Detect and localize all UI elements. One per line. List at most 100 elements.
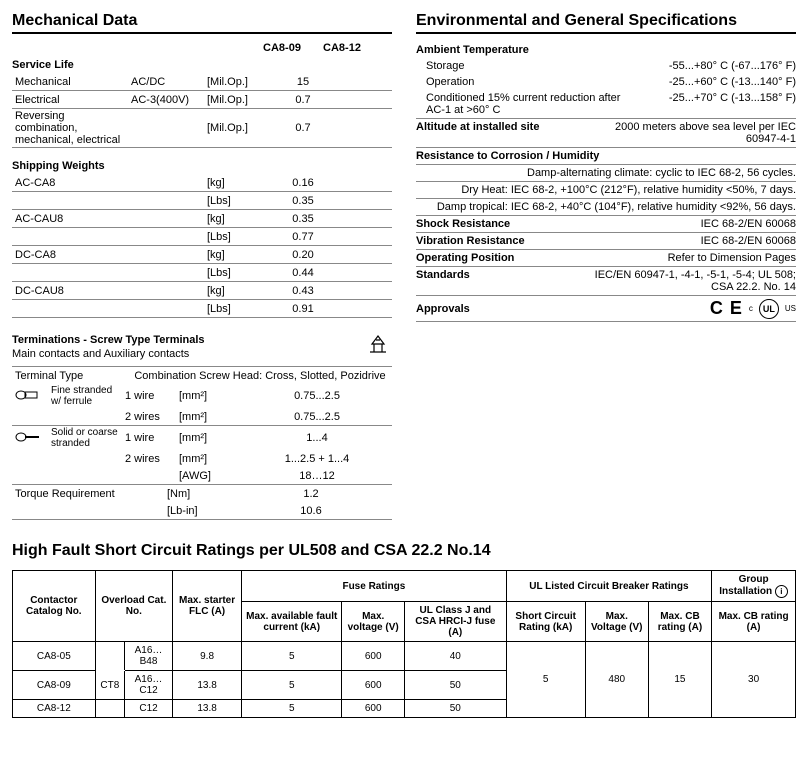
approvals-label: Approvals xyxy=(416,303,586,315)
ship-unit: [kg] xyxy=(204,285,270,297)
sl-label: Electrical xyxy=(12,94,128,106)
ship-unit: [Lbs] xyxy=(204,267,270,279)
sl-unit: [Mil.Op.] xyxy=(204,76,270,88)
torque-unit: [Nm] xyxy=(164,488,230,500)
ratings-title: High Fault Short Circuit Ratings per UL5… xyxy=(12,542,796,562)
amb-val: -55...+80° C (-67...176° F) xyxy=(626,60,796,72)
ambient-title: Ambient Temperature xyxy=(416,42,796,58)
ship-val: 0.35 xyxy=(270,213,336,225)
col-ca809: CA8-09 xyxy=(252,42,312,54)
env-label: Shock Resistance xyxy=(416,218,586,230)
ship-val: 0.91 xyxy=(270,303,336,315)
term-unit: [AWG] xyxy=(176,470,242,482)
torque-unit: [Lb-in] xyxy=(164,505,230,517)
ul-c-sub: c xyxy=(749,304,753,313)
r-fuse: 40 xyxy=(404,642,506,671)
term-sub: 1 wire xyxy=(122,390,176,402)
amb-val: -25...+70° C (-13...158° F) xyxy=(626,92,796,116)
r-fuse: 50 xyxy=(404,700,506,718)
ship-unit: [Lbs] xyxy=(204,195,270,207)
ship-val: 0.35 xyxy=(270,195,336,207)
sl-val: 0.7 xyxy=(270,94,336,106)
r-contactor: CA8-12 xyxy=(13,700,96,718)
cb-gcbr: 30 xyxy=(712,642,796,718)
environmental-title: Environmental and General Specifications xyxy=(416,12,796,34)
sl-label: Mechanical xyxy=(12,76,128,88)
sl-unit: [Mil.Op.] xyxy=(204,94,270,106)
cb-cbr: 15 xyxy=(648,642,711,718)
ship-unit: [kg] xyxy=(204,249,270,261)
r-fault: 5 xyxy=(242,671,342,700)
r-fuse: 50 xyxy=(404,671,506,700)
screw-terminal-icon xyxy=(364,332,392,359)
terminations-subtitle: Main contacts and Auxiliary contacts xyxy=(12,348,364,360)
term-unit: [mm²] xyxy=(176,432,242,444)
col-gcbr: Max. CB rating (A) xyxy=(712,602,796,642)
col-fault: Max. available fault current (kA) xyxy=(242,602,342,642)
r-flc: 13.8 xyxy=(173,700,242,718)
ship-label: DC-CA8 xyxy=(12,249,128,261)
r-flc: 9.8 xyxy=(173,642,242,671)
ship-val: 0.44 xyxy=(270,267,336,279)
torque-label: Torque Requirement xyxy=(12,488,164,500)
ship-label: AC-CA8 xyxy=(12,177,128,189)
ship-unit: [Lbs] xyxy=(204,303,270,315)
amb-label: Conditioned 15% current reduction after … xyxy=(416,92,626,116)
grp-install: Group Installation i xyxy=(712,571,796,602)
info-icon: i xyxy=(775,585,788,598)
r-fault: 5 xyxy=(242,700,342,718)
env-val: IEC 68-2/EN 60068 xyxy=(586,218,796,230)
term-sub: 1 wire xyxy=(122,432,176,444)
corr-line: Damp-alternating climate: cyclic to IEC … xyxy=(416,167,796,179)
terminal-type-label: Terminal Type xyxy=(12,370,128,382)
r-volt: 600 xyxy=(342,700,405,718)
ship-val: 0.20 xyxy=(270,249,336,261)
grp-fuse: Fuse Ratings xyxy=(242,571,507,602)
r-overload: C12 xyxy=(125,700,173,718)
env-label: Standards xyxy=(416,269,586,293)
amb-label: Operation xyxy=(416,76,626,88)
ul-us-sub: US xyxy=(785,304,796,313)
env-val: IEC/EN 60947-1, -4-1, -5-1, -5-4; UL 508… xyxy=(586,269,796,293)
col-ca812: CA8-12 xyxy=(312,42,372,54)
service-life-title: Service Life xyxy=(12,57,392,73)
ul-listed-icon: UL xyxy=(759,299,779,319)
mechanical-title: Mechanical Data xyxy=(12,12,392,34)
term-unit: [mm²] xyxy=(176,453,242,465)
cb-sc: 5 xyxy=(506,642,585,718)
col-flc: Max. starter FLC (A) xyxy=(173,571,242,642)
term-label: Solid or coarse stranded xyxy=(48,427,122,449)
sl-sub: AC/DC xyxy=(128,76,204,88)
sl-val: 0.7 xyxy=(270,122,336,134)
corrosion-title: Resistance to Corrosion / Humidity xyxy=(416,148,796,165)
ship-unit: [kg] xyxy=(204,213,270,225)
corr-line: Dry Heat: IEC 68-2, +100°C (212°F), rela… xyxy=(416,184,796,196)
r-volt: 600 xyxy=(342,671,405,700)
env-val: Refer to Dimension Pages xyxy=(586,252,796,264)
torque-val: 10.6 xyxy=(230,505,392,517)
terminations-title: Terminations - Screw Type Terminals xyxy=(12,332,364,348)
term-val: 18…12 xyxy=(242,470,392,482)
wire-icon xyxy=(12,388,48,405)
ce-mark-icon: C E xyxy=(710,298,743,319)
ship-val: 0.16 xyxy=(270,177,336,189)
r-volt: 600 xyxy=(342,642,405,671)
term-sub: 2 wires xyxy=(122,411,176,423)
screw-head-label: Combination Screw Head: Cross, Slotted, … xyxy=(128,370,392,382)
r-contactor: CA8-09 xyxy=(13,671,96,700)
col-contactor: Contactor Catalog No. xyxy=(13,571,96,642)
col-fuse: UL Class J and CSA HRCI-J fuse (A) xyxy=(404,602,506,642)
amb-val: -25...+60° C (-13...140° F) xyxy=(626,76,796,88)
term-unit: [mm²] xyxy=(176,411,242,423)
env-val: IEC 68-2/EN 60068 xyxy=(586,235,796,247)
term-val: 1...2.5 + 1...4 xyxy=(242,453,392,465)
col-mvolt: Max. Voltage (V) xyxy=(585,602,648,642)
r-overload: A16…C12 xyxy=(125,671,173,700)
col-sc: Short Circuit Rating (kA) xyxy=(506,602,585,642)
r-flc: 13.8 xyxy=(173,671,242,700)
sl-val: 15 xyxy=(270,76,336,88)
ship-unit: [kg] xyxy=(204,177,270,189)
col-cbr: Max. CB rating (A) xyxy=(648,602,711,642)
ship-val: 0.43 xyxy=(270,285,336,297)
term-label: Fine stranded w/ ferrule xyxy=(48,385,122,407)
